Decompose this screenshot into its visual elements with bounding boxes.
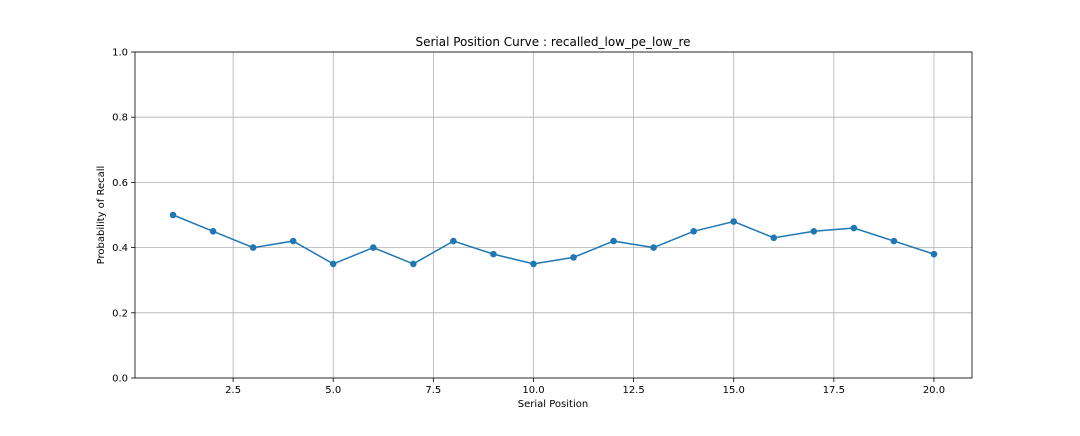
data-point [570,254,577,261]
data-point [690,228,697,235]
y-tick-label: 0.2 [112,308,128,319]
data-point [610,237,617,245]
x-tick-label: 7.5 [425,385,441,396]
data-point [410,260,417,268]
data-point [730,218,738,225]
x-tick-label: 10.0 [522,385,544,396]
series [169,211,938,268]
y-axis-label: Probability of Recall [96,166,107,265]
series-line [172,214,935,265]
x-axis-label: Serial Position [518,399,588,410]
chart-title: Serial Position Curve : recalled_low_pe_… [415,35,690,49]
data-point [329,260,337,268]
data-point [810,228,818,235]
data-point [930,250,938,258]
axes: 2.5 5.0 7.5 10.0 12.5 15.0 17.5 20.0 0.0 0.2 0.4 0.… [112,48,973,396]
x-tick-label: 20.0 [923,385,945,396]
data-point [369,244,377,251]
x-tick-label: 12.5 [622,385,644,396]
data-point [530,260,537,268]
data-point [650,244,657,251]
data-point [890,237,898,245]
data-point [490,250,497,258]
data-point [249,244,257,251]
data-point [450,237,457,245]
x-tick-label: 15.0 [723,385,745,396]
x-tick-label: 2.5 [225,385,241,396]
data-point [770,234,778,242]
y-tick-label: 0.4 [112,243,128,254]
y-tick-label: 0.6 [112,178,128,189]
y-tick-label: 1.0 [112,48,128,59]
x-tick-label: 17.5 [823,385,845,396]
data-point [850,224,858,232]
x-tick-label: 5.0 [325,385,341,396]
data-point [169,211,177,219]
y-tick-label: 0.0 [112,374,128,385]
plot-frame [134,51,973,379]
y-tick-label: 0.8 [112,113,128,124]
data-point [289,237,297,245]
data-point [209,228,217,235]
